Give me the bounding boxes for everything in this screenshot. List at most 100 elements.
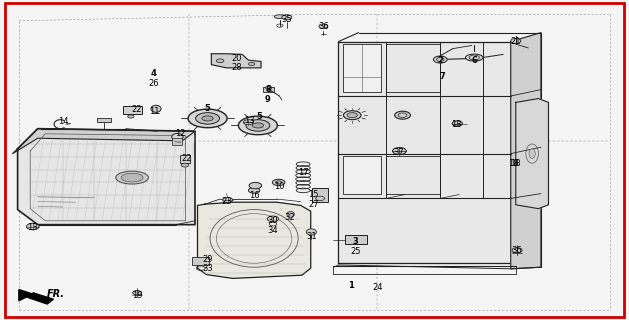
Ellipse shape [252,123,264,128]
Ellipse shape [128,115,134,118]
Text: 9: 9 [265,95,271,104]
Text: 8: 8 [265,85,271,94]
Text: 5: 5 [204,104,211,113]
Ellipse shape [319,24,328,28]
Text: 1: 1 [348,281,354,290]
Text: 11: 11 [150,108,160,116]
Ellipse shape [465,54,483,61]
Text: 22: 22 [181,154,191,163]
Polygon shape [19,290,53,304]
Text: 6: 6 [472,56,478,65]
Text: 4: 4 [150,69,157,78]
Text: 28: 28 [231,63,242,72]
Ellipse shape [116,171,148,184]
Bar [386,44,440,92]
Ellipse shape [282,15,292,20]
Ellipse shape [274,15,286,19]
Ellipse shape [276,181,282,184]
Text: 5: 5 [256,112,262,121]
Text: 12: 12 [175,129,185,138]
Ellipse shape [181,163,189,167]
Text: 2: 2 [437,56,443,65]
Text: 16: 16 [249,191,259,200]
Text: 30: 30 [268,216,278,225]
Polygon shape [338,42,511,263]
Ellipse shape [202,116,213,121]
Ellipse shape [249,182,262,189]
Text: 13: 13 [28,223,38,232]
Ellipse shape [248,62,255,66]
Bar [343,156,381,194]
Ellipse shape [121,173,143,182]
Ellipse shape [188,109,227,128]
Text: 14: 14 [58,117,68,126]
Ellipse shape [223,197,233,203]
Ellipse shape [287,212,294,217]
Polygon shape [511,33,541,269]
Text: 32: 32 [284,213,294,222]
Text: 25: 25 [350,247,360,256]
Bar [97,118,111,122]
Text: 22: 22 [132,105,142,114]
Polygon shape [13,129,195,154]
Ellipse shape [238,116,277,135]
Bar [386,156,440,194]
Text: 13: 13 [244,116,254,125]
Text: 36: 36 [511,246,523,255]
Text: 37: 37 [393,148,404,157]
Text: 34: 34 [268,226,278,235]
Ellipse shape [26,223,39,230]
Text: 13: 13 [452,120,462,129]
Text: 27: 27 [308,200,318,209]
Ellipse shape [265,86,272,89]
Polygon shape [198,202,311,278]
Text: 26: 26 [148,79,159,88]
Text: 36: 36 [318,22,329,31]
Polygon shape [18,129,195,225]
Ellipse shape [347,113,357,118]
Bar [343,44,381,92]
Ellipse shape [151,105,161,112]
Text: 23: 23 [221,197,231,206]
Text: 31: 31 [307,232,317,241]
Ellipse shape [272,179,285,186]
Ellipse shape [172,133,183,140]
Bar [123,106,142,114]
Text: 17: 17 [298,168,308,177]
Ellipse shape [395,111,411,119]
Ellipse shape [343,111,361,120]
Ellipse shape [243,120,253,125]
Text: 29: 29 [203,255,213,264]
Ellipse shape [246,120,270,131]
Ellipse shape [452,121,462,126]
Ellipse shape [511,38,521,44]
Ellipse shape [512,248,522,253]
Ellipse shape [248,188,260,193]
Bar [263,87,274,92]
Text: 7: 7 [439,72,445,81]
Ellipse shape [133,291,142,295]
Ellipse shape [306,229,316,235]
Text: 18: 18 [511,159,521,168]
Text: 10: 10 [274,182,284,191]
Text: 35: 35 [282,15,292,24]
Ellipse shape [452,121,462,126]
Text: 18: 18 [508,159,518,168]
Text: 21: 21 [511,37,521,46]
Text: 24: 24 [372,284,382,292]
Ellipse shape [433,56,447,63]
Text: 19: 19 [132,291,142,300]
Text: 15: 15 [308,190,318,199]
Bar [345,235,367,244]
Ellipse shape [392,148,406,155]
Ellipse shape [196,113,220,124]
Text: 20: 20 [231,54,242,63]
Text: 33: 33 [202,264,213,273]
Ellipse shape [267,216,279,222]
Polygon shape [211,54,261,68]
Bar [172,138,182,145]
Text: FR.: FR. [47,289,65,299]
Text: 3: 3 [352,237,359,246]
Ellipse shape [529,149,535,158]
Bar [180,155,190,163]
